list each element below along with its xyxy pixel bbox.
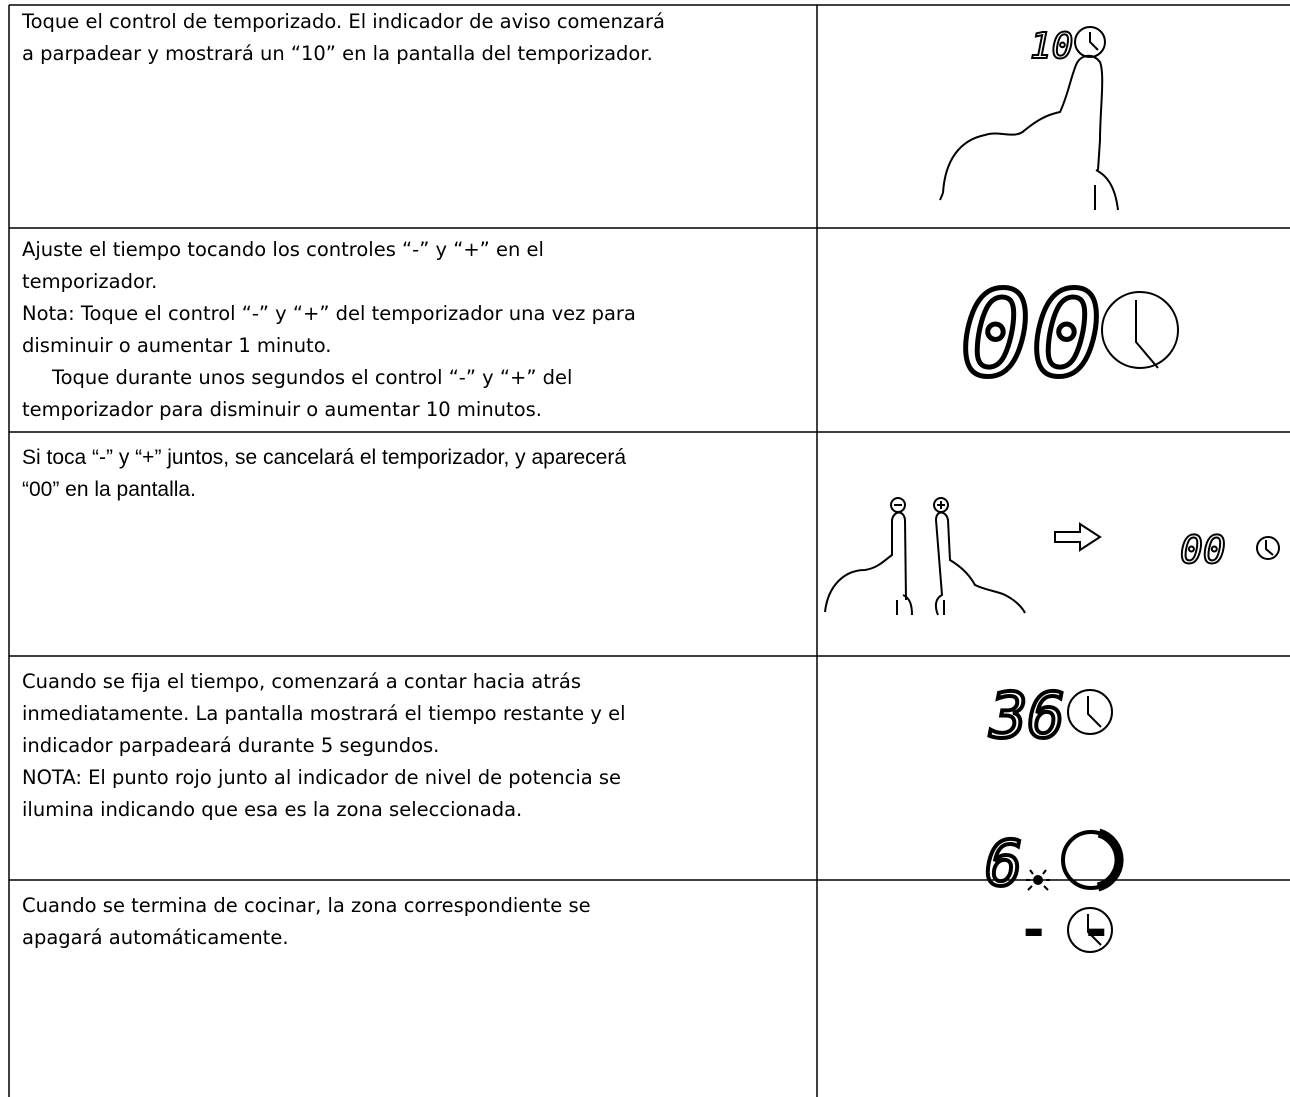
display-digits: 00	[960, 265, 1102, 403]
text-line: Ajuste el tiempo tocando los controles “…	[22, 238, 544, 261]
text-line: “00” en la pantalla.	[22, 478, 196, 501]
display-digits: 6	[985, 827, 1022, 900]
text-line: Si toca “-” y “+” juntos, se cancelará e…	[22, 446, 627, 469]
clock-icon	[1074, 26, 1106, 58]
text-line: indicador parpadeará durante 5 segundos.	[22, 734, 440, 757]
text-line: ilumina indicando que esa es la zona sel…	[22, 798, 523, 821]
text-line: temporizador para disminuir o aumentar 1…	[22, 398, 542, 421]
clock-icon	[1101, 291, 1179, 369]
hands-illustration	[824, 497, 1102, 616]
hand-illustration	[939, 54, 1119, 211]
text-line: Toque el control de temporizado. El indi…	[22, 10, 665, 33]
text-line: temporizador.	[22, 270, 158, 293]
text-line: inmediatamente. La pantalla mostrará el …	[22, 702, 626, 725]
indicator-dot	[1026, 869, 1050, 891]
text-line: Nota: Toque el control “-” y “+” del tem…	[22, 302, 636, 325]
clock-icon	[1067, 907, 1113, 953]
text-line: disminuir o aumentar 1 minuto.	[22, 334, 332, 357]
text-line: apagará automáticamente.	[22, 926, 289, 949]
text-line: Cuando se termina de cocinar, la zona co…	[22, 894, 591, 917]
display-digits: - -	[1018, 900, 1112, 960]
zone-icon	[1061, 828, 1124, 892]
display-digits: 36	[989, 679, 1065, 752]
clock-icon	[1067, 689, 1113, 735]
text-line: a parpadear y mostrará un “10” en la pan…	[22, 42, 653, 65]
display-digits: 10	[1030, 26, 1073, 67]
text-line: NOTA: El punto rojo junto al indicador d…	[22, 766, 622, 789]
clock-icon	[1256, 536, 1280, 560]
display-digits: 00	[1180, 528, 1226, 572]
text-line: Cuando se fija el tiempo, comenzará a co…	[22, 670, 582, 693]
text-line: Toque durante unos segundos el control “…	[52, 366, 573, 389]
